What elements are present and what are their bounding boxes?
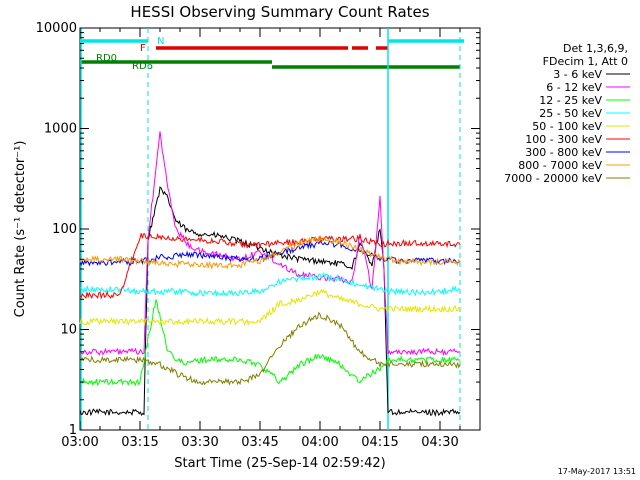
series-line-1	[79, 131, 461, 357]
legend-label: 300 - 800 keV	[525, 146, 602, 159]
night-markers	[80, 28, 461, 430]
flag-label-rd6: RD6	[132, 61, 153, 72]
legend-label: 800 - 7000 keV	[518, 159, 602, 172]
series-line-7	[79, 235, 461, 270]
flags-layer: NF RD0 RD6	[80, 36, 464, 72]
legend-label: 3 - 6 keV	[553, 68, 602, 81]
legend-label: 6 - 12 keV	[546, 81, 602, 94]
series-layer	[79, 131, 461, 417]
flag-label-n: N	[157, 36, 164, 47]
y-tick-label: 1	[69, 423, 77, 438]
chart-title: HESSI Observing Summary Count Rates	[130, 3, 429, 21]
series-line-8	[79, 311, 461, 386]
axes-layer: 1 10 100 1000 10000 03:00 03:15 03:30 03:45 04:00…	[36, 21, 481, 450]
plot-frame	[79, 27, 481, 431]
series-line-2	[79, 299, 461, 387]
legend-label: 25 - 50 keV	[539, 107, 602, 120]
x-tick-label: 03:45	[241, 435, 278, 450]
legend-label: 7000 - 20000 keV	[504, 172, 602, 185]
x-tick-label: 04:00	[301, 435, 338, 450]
series-line-3	[79, 272, 461, 298]
flag-label-rd0: RD0	[96, 53, 117, 64]
x-tick-label: 03:00	[61, 435, 98, 450]
x-tick-label: 04:15	[361, 435, 398, 450]
footer-date: 17-May-2017 13:51	[558, 467, 636, 476]
legend-label: 50 - 100 keV	[532, 120, 602, 133]
x-tick-label: 03:30	[181, 435, 218, 450]
legend-header-line: Det 1,3,6,9,	[563, 42, 628, 55]
y-tick-label: 10	[60, 323, 77, 338]
legend-header-line: FDecim 1, Att 0	[543, 55, 628, 68]
x-tick-label: 03:15	[121, 435, 158, 450]
x-tick-label: 04:30	[421, 435, 458, 450]
series-line-4	[79, 288, 461, 327]
y-axis-label: Count Rate (s⁻¹ detector⁻¹)	[13, 141, 28, 318]
y-tick-label: 10000	[36, 21, 77, 36]
legend-label: 100 - 300 keV	[525, 133, 602, 146]
series-line-5	[79, 232, 461, 300]
legend-label: 12 - 25 keV	[539, 94, 602, 107]
y-tick-label: 100	[52, 222, 77, 237]
series-line-0	[79, 186, 461, 417]
flag-label-f: F	[140, 43, 146, 54]
y-tick-label: 1000	[44, 122, 77, 137]
x-axis-label: Start Time (25-Sep-14 02:59:42)	[174, 456, 385, 471]
